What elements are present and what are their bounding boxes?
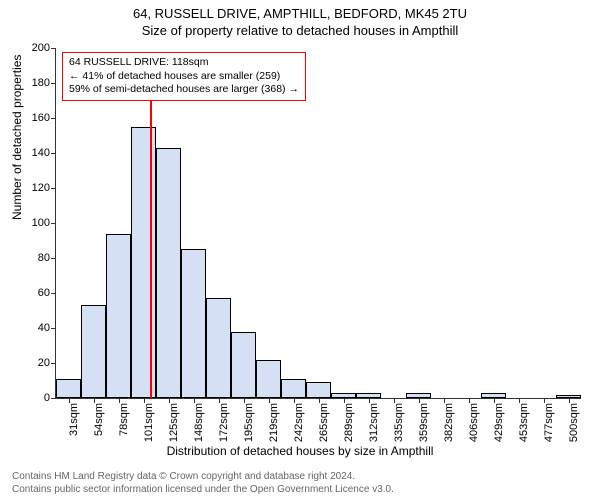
x-tick-label: 500sqm <box>568 403 580 442</box>
y-tick-mark <box>51 258 56 259</box>
y-tick-mark <box>51 363 56 364</box>
histogram-bar <box>181 249 206 398</box>
annotation-box: 64 RUSSELL DRIVE: 118sqm ← 41% of detach… <box>62 52 306 101</box>
histogram-bar <box>306 382 331 398</box>
marker-line <box>150 83 152 398</box>
x-tick-label: 477sqm <box>543 403 555 442</box>
histogram-bar <box>281 379 306 398</box>
x-tick-label: 453sqm <box>518 403 530 442</box>
x-axis-label: Distribution of detached houses by size … <box>0 444 600 458</box>
y-tick-label: 0 <box>20 392 50 404</box>
y-tick-mark <box>51 48 56 49</box>
y-tick-mark <box>51 293 56 294</box>
y-tick-mark <box>51 118 56 119</box>
x-tick-label: 359sqm <box>418 403 430 442</box>
x-tick-label: 406sqm <box>468 403 480 442</box>
x-tick-label: 78sqm <box>118 403 130 436</box>
x-tick-label: 429sqm <box>493 403 505 442</box>
x-tick-label: 382sqm <box>443 403 455 442</box>
y-tick-mark <box>51 83 56 84</box>
histogram-bar <box>131 127 156 398</box>
x-tick-label: 101sqm <box>143 403 155 442</box>
title-sub: Size of property relative to detached ho… <box>0 21 600 38</box>
x-tick-label: 148sqm <box>193 403 205 442</box>
title-main: 64, RUSSELL DRIVE, AMPTHILL, BEDFORD, MK… <box>0 0 600 21</box>
y-tick-mark <box>51 328 56 329</box>
histogram-bar <box>106 234 131 399</box>
histogram-bar <box>56 379 81 398</box>
annotation-line2: ← 41% of detached houses are smaller (25… <box>69 70 299 84</box>
y-tick-label: 20 <box>20 357 50 369</box>
y-tick-label: 60 <box>20 287 50 299</box>
histogram-bar <box>231 332 256 399</box>
x-tick-label: 31sqm <box>68 403 80 436</box>
x-tick-label: 125sqm <box>168 403 180 442</box>
footer-line2: Contains public sector information licen… <box>12 483 394 496</box>
y-tick-label: 200 <box>20 42 50 54</box>
histogram-bar <box>256 360 281 399</box>
footer-line1: Contains HM Land Registry data © Crown c… <box>12 470 394 483</box>
x-tick-label: 335sqm <box>393 403 405 442</box>
y-tick-label: 140 <box>20 147 50 159</box>
x-tick-label: 54sqm <box>93 403 105 436</box>
x-tick-label: 289sqm <box>343 403 355 442</box>
histogram-bar <box>156 148 181 398</box>
y-tick-label: 40 <box>20 322 50 334</box>
y-tick-mark <box>51 398 56 399</box>
y-tick-mark <box>51 153 56 154</box>
annotation-line3: 59% of semi-detached houses are larger (… <box>69 83 299 97</box>
y-tick-label: 180 <box>20 77 50 89</box>
x-tick-label: 312sqm <box>368 403 380 442</box>
x-tick-label: 219sqm <box>268 403 280 442</box>
y-tick-label: 160 <box>20 112 50 124</box>
histogram-bar <box>206 298 231 398</box>
y-tick-label: 80 <box>20 252 50 264</box>
y-tick-label: 100 <box>20 217 50 229</box>
x-tick-label: 195sqm <box>243 403 255 442</box>
y-tick-label: 120 <box>20 182 50 194</box>
x-tick-label: 172sqm <box>218 403 230 442</box>
x-tick-label: 242sqm <box>293 403 305 442</box>
y-tick-mark <box>51 188 56 189</box>
histogram-bar <box>81 305 106 398</box>
y-tick-mark <box>51 223 56 224</box>
annotation-line1: 64 RUSSELL DRIVE: 118sqm <box>69 56 299 70</box>
footer: Contains HM Land Registry data © Crown c… <box>12 470 394 496</box>
x-tick-label: 265sqm <box>318 403 330 442</box>
